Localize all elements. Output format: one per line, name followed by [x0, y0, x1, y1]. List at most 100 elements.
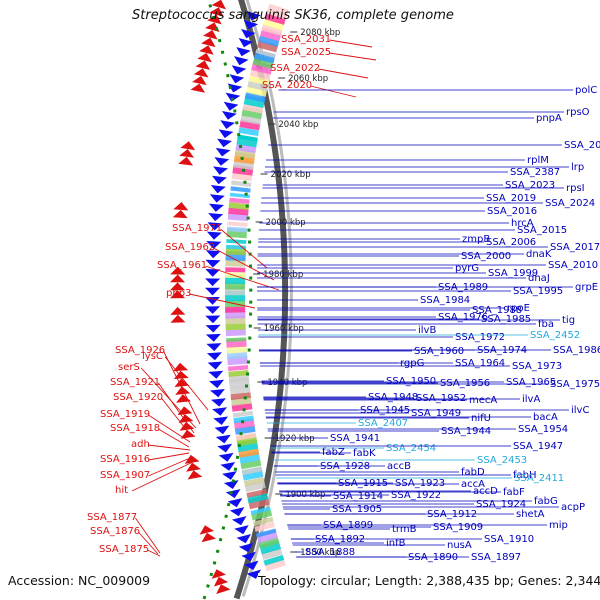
accession-text: Accession: NC_009009: [8, 573, 151, 588]
right-gene-label: rpsI: [566, 183, 585, 194]
right-gene-label: SSA_1973: [512, 361, 562, 372]
reverse-gene-arrow: [215, 434, 231, 444]
feature-block: [244, 91, 266, 103]
kbp-tick-label: 2080 kbp: [300, 28, 340, 38]
feature-block: [225, 329, 246, 337]
right-gene-label: SSA_2010: [548, 260, 598, 271]
left-gene-label: SSA_1916: [100, 454, 150, 465]
left-gene-label: SSA_2022: [270, 63, 320, 74]
feature-block: [256, 40, 279, 53]
forward-gene-arrow: [173, 362, 189, 372]
reverse-gene-arrow: [209, 203, 224, 212]
right-gene-label: SSA_2015: [517, 225, 567, 236]
right-gene-label: mecA: [469, 395, 497, 406]
right-gene-label: ilvB: [418, 325, 436, 336]
left-leader-line: [164, 356, 209, 411]
right-gene-label: SSA_2411: [514, 473, 564, 484]
forward-gene-arrow: [216, 584, 231, 594]
right-gene-label: SSA_1888: [305, 547, 355, 558]
reverse-gene-arrow: [212, 407, 227, 416]
forward-gene-arrow: [170, 290, 185, 299]
feature-block: [235, 432, 257, 441]
right-gene-label: SSA_1956: [440, 378, 490, 389]
left-gene-label: SSA_2025: [281, 47, 331, 58]
left-leader-line: [135, 517, 161, 554]
left-gene-label: hit: [115, 485, 128, 496]
forward-gene-arrow: [201, 532, 216, 543]
forward-gene-arrow: [180, 141, 196, 151]
forward-gene-arrow: [213, 576, 229, 587]
right-gene-label: SSA_1922: [391, 490, 441, 501]
left-leader-line: [329, 52, 377, 61]
left-leader-line: [148, 457, 191, 477]
reverse-gene-arrow: [234, 525, 249, 535]
right-gene-label: SSA_1972: [455, 332, 505, 343]
right-gene-label: SSA_1915: [338, 478, 388, 489]
reverse-gene-arrow: [241, 551, 256, 562]
left-gene-label: SSA_1919: [100, 409, 150, 420]
reverse-gene-arrow: [209, 194, 225, 203]
feature-block: [242, 103, 264, 114]
reverse-gene-arrow: [236, 534, 251, 544]
feature-block: [225, 306, 246, 313]
forward-gene-arrow: [192, 75, 207, 86]
right-gene-label: SSA_1975: [550, 379, 600, 390]
left-gene-label: SSA_1907: [100, 470, 150, 481]
left-gene-label: SSA_1921: [110, 377, 160, 388]
forward-gene-arrow: [197, 52, 212, 63]
right-gene-label: SSA_2019: [486, 193, 536, 204]
feature-block: [264, 558, 286, 572]
forward-gene-arrow: [203, 30, 218, 40]
forward-gene-arrow: [195, 60, 211, 70]
reverse-gene-arrow: [205, 259, 221, 268]
reverse-gene-arrow: [205, 333, 221, 342]
forward-gene-arrow: [170, 274, 185, 283]
left-leader-line: [213, 247, 275, 281]
feature-block: [227, 221, 248, 227]
right-gene-label: nusA: [447, 540, 472, 551]
feature-block: [264, 13, 286, 25]
feature-block: [237, 134, 258, 142]
left-leader-line: [220, 228, 268, 269]
feature-block: [266, 3, 289, 20]
feature-block: [229, 197, 250, 204]
left-label-layer: SSA_2031 SSA_2025 SSA_2022 SSA_2020 SSA_1971…: [87, 34, 377, 557]
right-gene-label: SSA_1928: [320, 461, 370, 472]
right-gene-label: SSA_2407: [358, 418, 408, 429]
right-gene-label: fabZ: [322, 447, 345, 458]
left-leader-line: [147, 444, 191, 451]
left-leader-line: [148, 452, 190, 461]
right-gene-label: tig: [562, 315, 575, 326]
kbp-tick-label: 2040 kbp: [278, 120, 318, 130]
forward-gene-arrow: [199, 45, 214, 55]
right-gene-label: SSA_2024: [545, 198, 595, 209]
feature-block: [254, 521, 275, 532]
feature-block: [256, 528, 277, 538]
right-gene-label: SSA_1989: [438, 282, 488, 293]
left-gene-label: SSA_2020: [262, 80, 312, 91]
feature-block: [228, 207, 249, 216]
forward-gene-arrow: [186, 462, 201, 472]
right-gene-label: SSA_1954: [518, 424, 568, 435]
feature-block: [248, 75, 270, 86]
reverse-gene-arrow: [208, 213, 224, 222]
left-gene-label: SSA_1962: [165, 242, 215, 253]
reverse-gene-arrow: [222, 471, 237, 480]
left-leader-line: [131, 460, 196, 492]
reverse-gene-arrow: [218, 452, 234, 462]
right-gene-label: fabH: [513, 470, 537, 481]
reverse-gene-arrow: [234, 56, 249, 66]
forward-gene-arrow: [170, 314, 186, 323]
left-gene-label: SSA_1918: [110, 423, 160, 434]
left-leader-line: [189, 293, 256, 309]
left-leader-line: [147, 549, 161, 557]
reverse-gene-arrow: [214, 425, 230, 435]
right-gene-label: SSA_1923: [395, 478, 445, 489]
forward-gene-arrow: [173, 370, 189, 380]
right-gene-label: SSA_1952: [416, 393, 466, 404]
forward-gene-arrow: [207, 14, 222, 25]
right-gene-label: SSA_1984: [420, 295, 470, 306]
reverse-gene-arrow: [210, 185, 226, 194]
